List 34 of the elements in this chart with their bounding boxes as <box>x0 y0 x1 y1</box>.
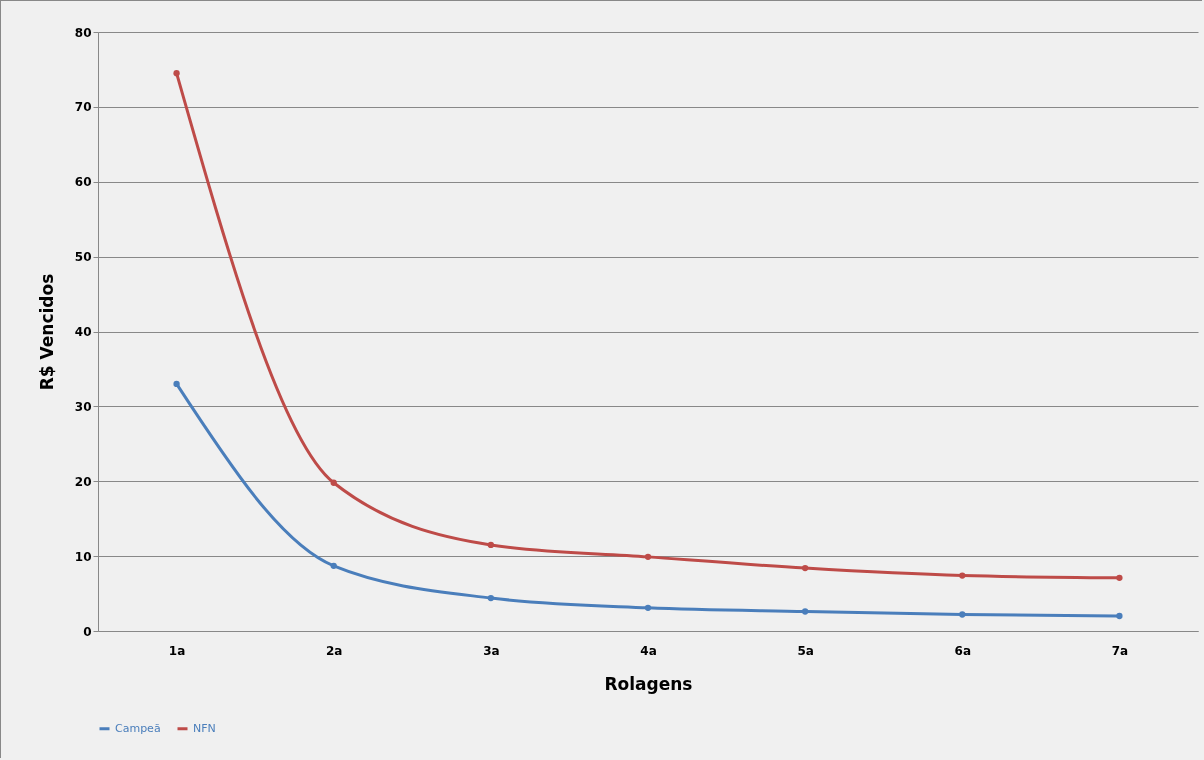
point <box>959 572 966 579</box>
legend-label: NFN <box>193 721 216 735</box>
x-axis-title: Rolagens <box>604 673 693 694</box>
x-tick-label: 1a <box>168 643 186 658</box>
x-tick-label: 3a <box>483 643 500 658</box>
x-tick-label: 4a <box>640 643 657 658</box>
legend-label: Campeã <box>115 721 161 735</box>
point <box>801 564 809 572</box>
point <box>959 611 966 618</box>
y-tick-label: 0 <box>83 624 92 639</box>
y-tick-label: 30 <box>74 399 92 414</box>
point <box>330 562 337 570</box>
point <box>173 380 180 388</box>
y-axis-title: R$ Vencidos <box>36 273 57 391</box>
x-tick-label: 2a <box>325 643 343 658</box>
point <box>1116 612 1123 620</box>
point <box>173 70 180 77</box>
y-tick-label: 70 <box>74 100 92 115</box>
y-tick-label: 10 <box>74 549 92 564</box>
y-tick-label: 40 <box>74 325 92 339</box>
y-tick-label: 20 <box>74 474 92 489</box>
y-tick-label: 50 <box>74 250 92 265</box>
point <box>644 553 652 561</box>
y-tick-label: 60 <box>74 175 92 190</box>
point <box>644 604 652 611</box>
x-tick-label: 5a <box>797 643 814 658</box>
point <box>1116 574 1123 581</box>
point <box>801 608 809 615</box>
point <box>487 541 495 549</box>
point <box>487 594 495 602</box>
x-tick-label: 6a <box>954 643 972 658</box>
y-tick-label: 80 <box>74 25 92 40</box>
x-tick-label: 7a <box>1111 643 1129 658</box>
point <box>330 479 337 486</box>
